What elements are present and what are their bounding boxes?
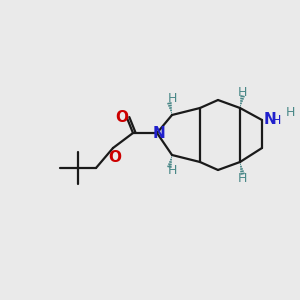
Text: H: H [167,164,177,178]
Text: H: H [167,92,177,106]
Text: H: H [272,113,281,127]
Text: H: H [237,85,247,98]
Text: N: N [264,112,277,128]
Text: H: H [237,172,247,184]
Text: N: N [153,125,165,140]
Text: O: O [116,110,128,125]
Text: H: H [285,106,295,118]
Text: O: O [109,151,122,166]
